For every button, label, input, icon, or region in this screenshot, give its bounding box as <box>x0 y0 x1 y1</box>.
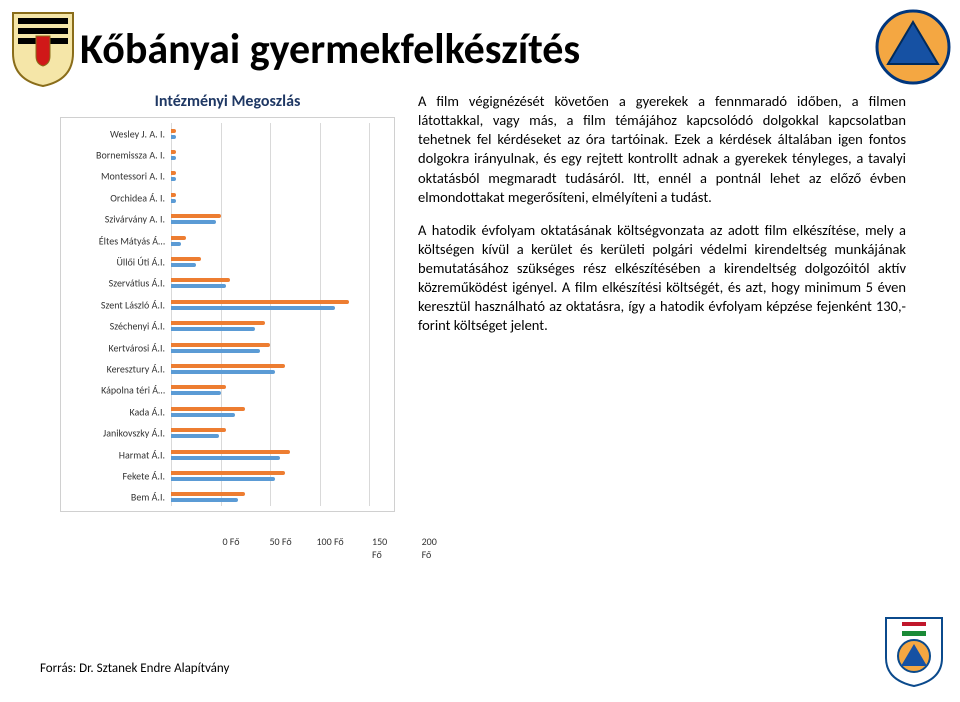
y-category-label: Széchenyi Á.I. <box>110 320 165 333</box>
bar-series-2 <box>171 434 219 438</box>
bar-series-1 <box>171 450 290 454</box>
y-category-label: Üllői Úti Á.I. <box>117 256 166 269</box>
bar-series-2 <box>171 498 238 502</box>
y-category-label: Bem Á.I. <box>131 491 165 504</box>
bar-series-1 <box>171 236 186 240</box>
bar-series-2 <box>171 242 181 246</box>
source-citation: Forrás: Dr. Sztanek Endre Alapítvány <box>40 661 229 676</box>
y-category-label: Kada Á.I. <box>129 405 165 418</box>
x-tick-label: 50 Fő <box>269 535 291 548</box>
y-category-label: Éltes Mátyás Á… <box>99 234 165 247</box>
chart-body: Wesley J. A. I. Bornemissza A. I. Montesso… <box>60 117 395 512</box>
y-category-label: Kertvárosi Á.I. <box>109 341 165 354</box>
bar-series-2 <box>171 220 216 224</box>
chart-title: Intézményi Megoszlás <box>60 92 395 111</box>
y-category-label: Janikovszky Á.I. <box>103 427 165 440</box>
bar-series-2 <box>171 349 260 353</box>
y-category-label: Montessori A. I. <box>101 170 165 183</box>
foundation-logo-icon <box>882 614 946 688</box>
bar-series-1 <box>171 428 226 432</box>
y-category-label: Harmat Á.I. <box>119 448 165 461</box>
bar-series-2 <box>171 263 196 267</box>
y-category-label: Bornemissza A. I. <box>96 149 165 162</box>
y-category-label: Szent László Á.I. <box>101 298 165 311</box>
bar-series-1 <box>171 171 176 175</box>
bar-series-1 <box>171 471 285 475</box>
y-category-label: Wesley J. A. I. <box>110 127 165 140</box>
bar-series-1 <box>171 300 349 304</box>
paragraph-2: A hatodik évfolyam oktatásának költségvo… <box>418 221 906 336</box>
y-category-label: Keresztury Á.I. <box>107 362 165 375</box>
bar-series-1 <box>171 193 176 197</box>
bar-series-1 <box>171 492 245 496</box>
paragraph-1: A film végignézését követően a gyerekek … <box>418 92 906 207</box>
y-category-label: Fekete Á.I. <box>123 469 165 482</box>
bar-series-1 <box>171 407 245 411</box>
bar-series-1 <box>171 150 176 154</box>
bar-series-2 <box>171 477 275 481</box>
bar-series-2 <box>171 177 176 181</box>
bar-series-2 <box>171 456 280 460</box>
bar-series-2 <box>171 327 255 331</box>
bar-series-2 <box>171 284 226 288</box>
x-tick-label: 200 Fő <box>422 535 437 561</box>
bar-series-2 <box>171 370 275 374</box>
bar-series-1 <box>171 385 226 389</box>
bar-series-1 <box>171 364 285 368</box>
page-title: Kőbányai gyermekfelkészítés <box>80 24 580 75</box>
bar-series-1 <box>171 214 221 218</box>
heraldic-shield-icon <box>8 8 78 88</box>
bar-series-1 <box>171 278 230 282</box>
bar-series-2 <box>171 199 176 203</box>
bar-series-2 <box>171 156 176 160</box>
bar-series-1 <box>171 321 265 325</box>
bar-series-1 <box>171 343 270 347</box>
bar-series-1 <box>171 257 201 261</box>
x-tick-label: 100 Fő <box>316 535 343 548</box>
bar-series-2 <box>171 306 335 310</box>
y-category-label: Kápolna téri Á… <box>101 384 165 397</box>
y-category-label: Szivárvány A. I. <box>105 213 165 226</box>
x-tick-label: 0 Fő <box>222 535 239 548</box>
civil-defense-icon <box>874 8 952 86</box>
y-category-label: Orchidea Á. I. <box>110 191 165 204</box>
bar-series-1 <box>171 129 176 133</box>
bar-series-2 <box>171 413 235 417</box>
chart-institutional-distribution: Intézményi Megoszlás Wesley J. A. I. Born… <box>60 92 395 552</box>
x-tick-label: 150 Fő <box>372 535 387 561</box>
bar-series-2 <box>171 391 221 395</box>
body-text: A film végignézését követően a gyerekek … <box>418 92 906 350</box>
bar-series-2 <box>171 135 176 139</box>
y-category-label: Szervátius Á.I. <box>109 277 165 290</box>
